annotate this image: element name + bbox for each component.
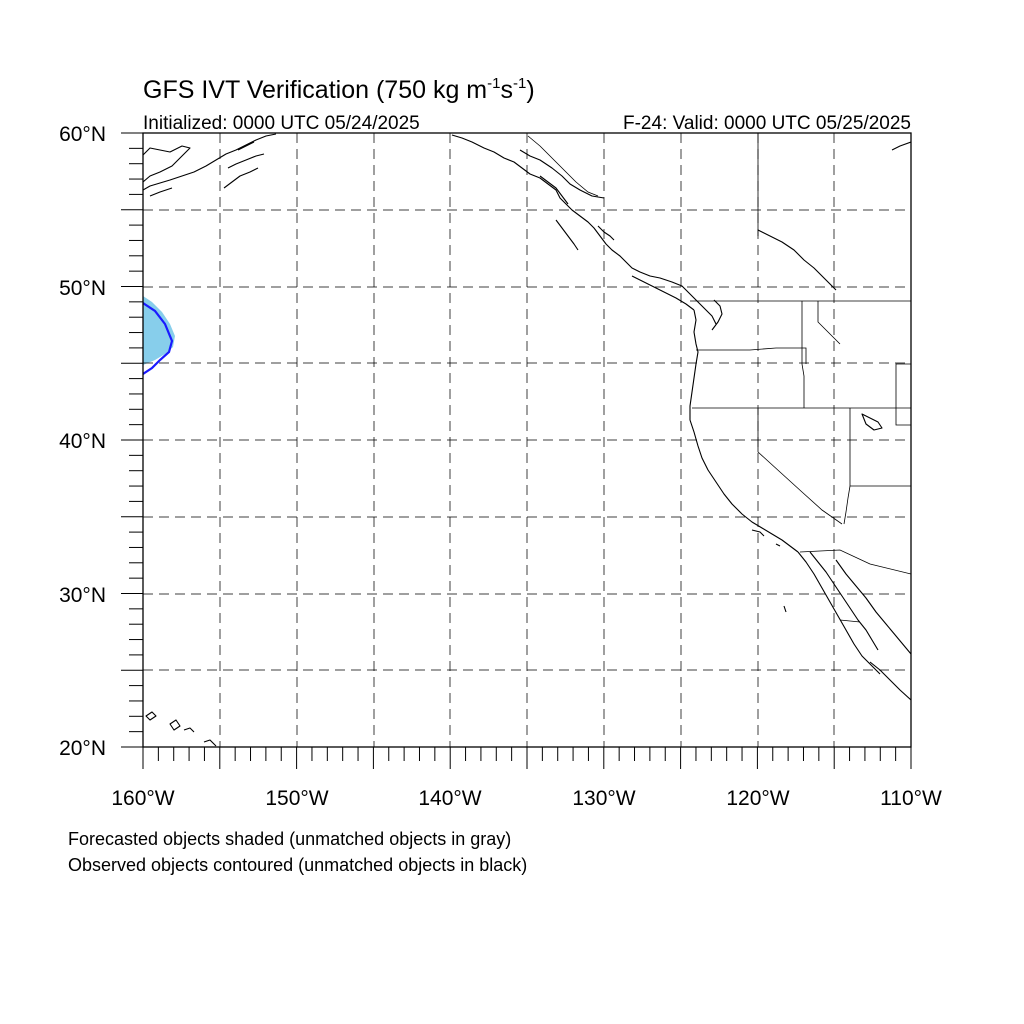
lon-axis-labels: 160°W 150°W 140°W 130°W 120°W 110°W [111, 787, 942, 810]
observed-note: Observed objects contoured (unmatched ob… [68, 855, 528, 875]
figure-title: GFS IVT Verification (750 kg m-1s-1) [143, 75, 535, 104]
graticule [143, 133, 911, 747]
init-time-label: Initialized: 0000 UTC 05/24/2025 [143, 113, 420, 134]
lon-label-130w: 130°W [572, 787, 635, 810]
coastlines [143, 133, 911, 747]
lon-label-140w: 140°W [418, 787, 481, 810]
lat-label-40n: 40°N [59, 430, 106, 453]
lat-label-60n: 60°N [59, 123, 106, 146]
lat-label-50n: 50°N [59, 277, 106, 300]
forecast-ivt-object [143, 296, 175, 365]
observed-ivt-contour [143, 302, 174, 375]
lat-label-20n: 20°N [59, 737, 106, 760]
map-area [143, 133, 911, 747]
valid-time-label: F-24: Valid: 0000 UTC 05/25/2025 [623, 113, 911, 134]
lon-label-110w: 110°W [880, 787, 942, 810]
forecast-note: Forecasted objects shaded (unmatched obj… [68, 829, 512, 849]
lat-label-30n: 30°N [59, 584, 106, 607]
lon-label-160w: 160°W [111, 787, 174, 810]
axis-ticks [121, 132, 912, 769]
lon-label-120w: 120°W [726, 787, 789, 810]
legend-notes: Forecasted objects shaded (unmatched obj… [68, 826, 527, 878]
lat-axis-labels: 60°N 50°N 40°N 30°N 20°N [59, 123, 106, 760]
lon-label-150w: 150°W [265, 787, 328, 810]
